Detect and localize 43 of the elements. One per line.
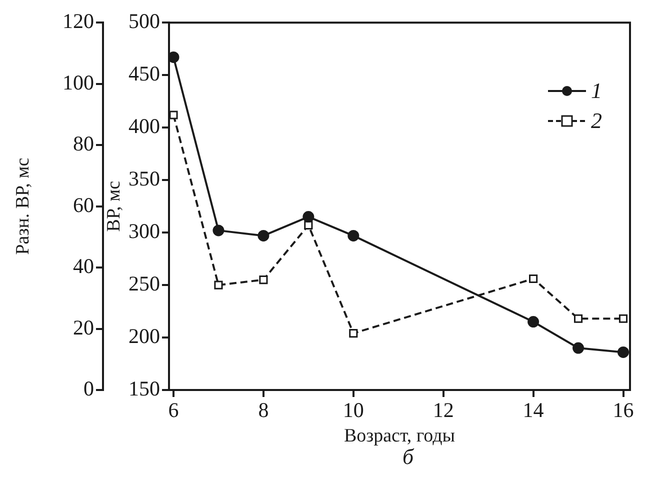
point — [169, 110, 178, 120]
point — [574, 314, 583, 323]
point — [212, 224, 224, 236]
point — [348, 230, 360, 242]
y-tick-label: 150 — [128, 376, 160, 401]
point — [572, 342, 584, 354]
y2-tick-label: 60 — [73, 192, 94, 217]
y-tick-label: 450 — [128, 62, 160, 86]
y2-tick-label: 120 — [62, 9, 94, 34]
x-tick-label: 6 — [168, 398, 179, 422]
x-tick-label: 16 — [612, 398, 634, 422]
point — [214, 280, 223, 290]
y-tick-label: 200 — [128, 324, 160, 348]
legend-label: 2 — [591, 108, 602, 134]
point — [618, 314, 628, 323]
x-axis-title: Возраст, годы — [344, 426, 456, 447]
y2-axis-title: Разн. ВР, мс — [12, 158, 34, 255]
y-tick-label: 400 — [128, 114, 160, 138]
x-tick-label: 14 — [522, 398, 544, 422]
y2-tick-label: 80 — [73, 132, 94, 156]
legend-label: 1 — [591, 78, 602, 104]
x-tick-label: 10 — [342, 398, 364, 422]
point — [528, 316, 540, 328]
y2-tick-label: 20 — [73, 315, 94, 340]
x-tick-label: 8 — [258, 398, 269, 422]
y-axis-title: ВР, мс — [103, 180, 124, 232]
y2-tick-label: 0 — [84, 376, 94, 401]
point — [304, 220, 313, 230]
y-tick-label: 500 — [128, 9, 160, 34]
text: б — [402, 444, 415, 470]
y-tick-label: 250 — [128, 272, 160, 296]
x-tick-label: 12 — [432, 398, 454, 422]
point — [259, 275, 268, 284]
y-tick-label: 350 — [128, 166, 160, 191]
point — [529, 274, 538, 284]
y2-tick-label: 40 — [73, 254, 94, 278]
point — [169, 51, 180, 63]
point — [618, 346, 630, 358]
point — [349, 329, 358, 338]
point — [258, 230, 270, 242]
y2-tick-label: 100 — [62, 70, 94, 94]
point — [302, 211, 314, 223]
y-tick-label: 300 — [128, 219, 160, 244]
